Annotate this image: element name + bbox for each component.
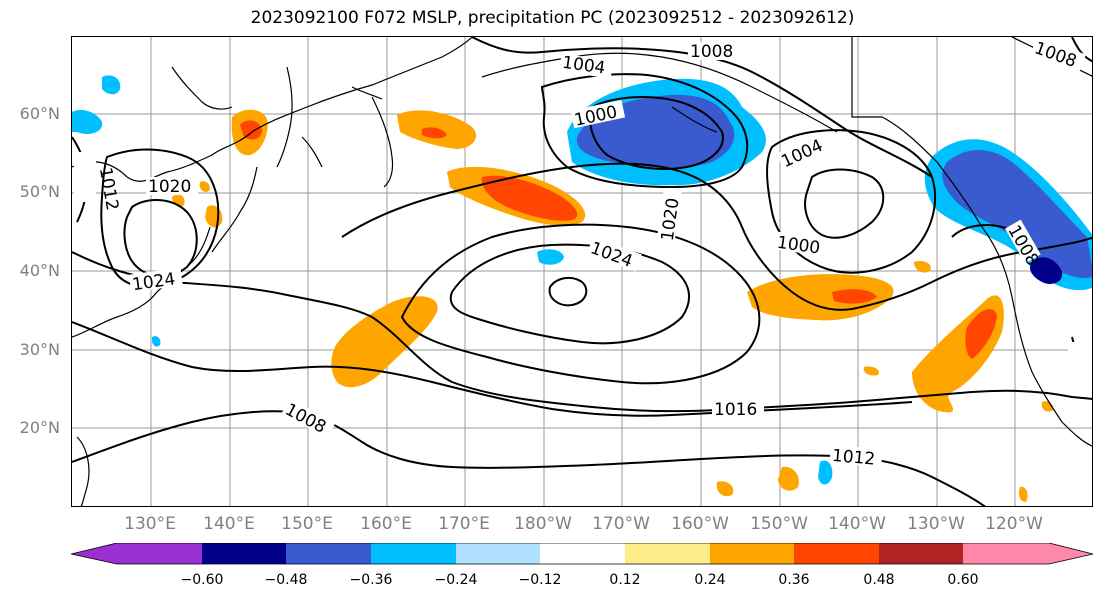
- isobar-label: 1016: [714, 400, 757, 420]
- colorbar-segment: [710, 543, 794, 564]
- isobar-label: 1008: [282, 400, 330, 438]
- map-canvas: 1008 1004 1000 1004 1020 1012 1024 1020 …: [72, 37, 1092, 506]
- colorbar-segment: [625, 543, 710, 564]
- colorbar-extend-low: [71, 543, 117, 564]
- isobar-label: 1000: [776, 233, 822, 259]
- graticule: [72, 37, 1092, 506]
- isobar-label: 1020: [148, 177, 191, 197]
- colorbar-segment: [963, 543, 1049, 564]
- colorbar-tick: −0.12: [518, 572, 562, 588]
- colorbar-segment: [371, 543, 456, 564]
- lon-label-150w: 150°W: [750, 514, 808, 534]
- colorbar-tick: 0.36: [778, 572, 810, 588]
- lon-label-170w: 170°W: [592, 514, 650, 534]
- colorbar-tick: −0.60: [180, 572, 224, 588]
- positive-precip-areas: [172, 109, 1054, 502]
- lon-label-150e: 150°E: [281, 514, 333, 534]
- lat-label-60n: 60°N: [19, 104, 60, 123]
- lon-label-160w: 160°W: [671, 514, 729, 534]
- isobar-label: 1008: [1032, 38, 1079, 72]
- map-title: 2023092100 F072 MSLP, precipitation PC (…: [250, 8, 855, 28]
- colorbar-segment: [286, 543, 371, 564]
- colorbar-tick: −0.48: [264, 572, 308, 588]
- colorbar-tick: −0.24: [434, 572, 478, 588]
- colorbar-segment: [794, 543, 879, 564]
- colorbar-tick: 0.24: [694, 572, 726, 588]
- lon-label-140e: 140°E: [203, 514, 255, 534]
- isobar-label: 1008: [690, 42, 733, 62]
- lon-label-130w: 130°W: [907, 514, 965, 534]
- lon-label-180w: 180°W: [514, 514, 572, 534]
- lat-label-30n: 30°N: [19, 340, 60, 359]
- isobar-label: 1004: [561, 53, 607, 79]
- isobar-label: 1004: [778, 136, 826, 172]
- lon-label-140w: 140°W: [828, 514, 886, 534]
- colorbar-tick: −0.36: [349, 572, 393, 588]
- isobar-label: 1024: [131, 269, 177, 295]
- lon-label-160e: 160°E: [360, 514, 412, 534]
- lon-label-170e: 170°E: [438, 514, 490, 534]
- lon-label-130e: 130°E: [124, 514, 176, 534]
- lon-label-120w: 120°W: [985, 514, 1043, 534]
- colorbar-tick: 0.48: [863, 572, 895, 588]
- isobars: [72, 37, 1092, 506]
- colorbar-segment: [117, 543, 202, 564]
- colorbar-segment: [456, 543, 540, 564]
- isobar-label: 1012: [95, 166, 122, 212]
- colorbar: [71, 543, 1094, 565]
- lat-label-40n: 40°N: [19, 261, 60, 280]
- isobar-label: 1012: [831, 446, 876, 470]
- colorbar-segment: [540, 543, 625, 564]
- map-panel: 1008 1004 1000 1004 1020 1012 1024 1020 …: [71, 36, 1093, 507]
- lat-label-20n: 20°N: [19, 418, 60, 437]
- isobar-label: 1020: [658, 197, 684, 243]
- negative-precip-areas: [72, 75, 1092, 485]
- colorbar-extend-high: [1049, 543, 1093, 564]
- colorbar-segment: [202, 543, 286, 564]
- isobar-label: 1024: [588, 238, 635, 272]
- lat-label-50n: 50°N: [19, 182, 60, 201]
- coastlines: [72, 37, 1092, 506]
- colorbar-segment: [879, 543, 963, 564]
- colorbar-tick: 0.12: [609, 572, 641, 588]
- colorbar-segments: [71, 543, 1093, 564]
- colorbar-tick: 0.60: [947, 572, 979, 588]
